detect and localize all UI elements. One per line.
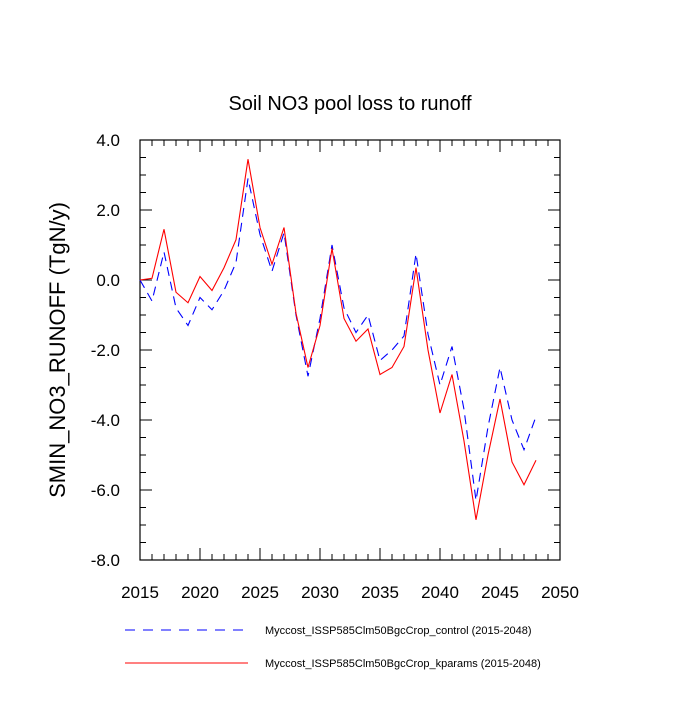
plot-border [139,139,561,561]
x-tick-label: 2030 [301,583,339,602]
y-tick-label: -2.0 [91,341,120,360]
legend-label: Myccost_ISSP585Clm50BgcCrop_kparams (201… [265,658,541,670]
x-tick-label: 2020 [181,583,219,602]
axis-ticks: 2015 2020 2025 2030 2035 2040 2045 2050 -8.0 -6.0… [91,131,579,602]
x-tick-label: 2040 [421,583,459,602]
x-tick-label: 2035 [361,583,399,602]
y-tick-label: -4.0 [91,411,120,430]
y-tick-label: 2.0 [96,201,120,220]
y-tick-label: -8.0 [91,551,120,570]
legend-label: Myccost_ISSP585Clm50BgcCrop_control (201… [265,625,532,637]
chart-title: Soil NO3 pool loss to runoff [228,93,472,115]
x-tick-label: 2025 [241,583,279,602]
plot-frame [139,139,561,561]
x-tick-label: 2015 [121,583,159,602]
series-line-control [139,178,537,501]
y-tick-label: 0.0 [96,271,120,290]
series-line-kparams [139,159,537,520]
y-axis-label: SMIN_NO3_RUNOFF (TgN/y) [45,202,70,498]
legend: Myccost_ISSP585Clm50BgcCrop_control (201… [125,625,541,670]
series-lines [139,159,537,520]
x-tick-label: 2045 [481,583,519,602]
y-tick-label: 4.0 [96,131,120,150]
y-tick-label: -6.0 [91,481,120,500]
x-tick-label: 2050 [541,583,579,602]
